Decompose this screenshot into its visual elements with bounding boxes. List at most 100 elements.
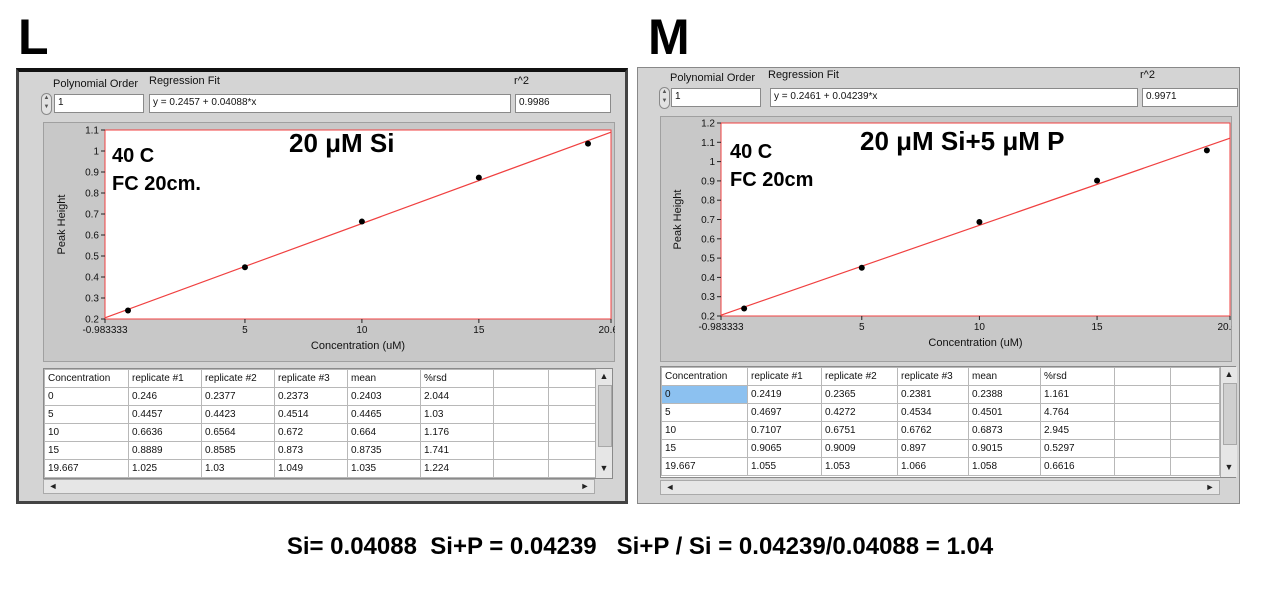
table-cell[interactable]	[493, 441, 549, 460]
table-cell[interactable]: 0.4465	[347, 405, 421, 424]
table-cell[interactable]: 0.2419	[747, 385, 822, 404]
table-cell[interactable]: 0.6762	[897, 421, 969, 440]
scroll-right-arrow-icon[interactable]: ►	[1205, 482, 1215, 492]
table-cell[interactable]: 5	[44, 405, 129, 424]
table-cell[interactable]: 0.7107	[747, 421, 822, 440]
table-cell[interactable]: 15	[661, 439, 748, 458]
table-row[interactable]: 0 0.246 0.2377 0.2373 0.2403 2.044	[44, 387, 597, 406]
table-cell[interactable]: 4.764	[1040, 403, 1115, 422]
scroll-thumb[interactable]	[598, 385, 612, 447]
table-horizontal-scrollbar[interactable]: ◄ ►	[660, 480, 1220, 495]
table-cell[interactable]	[548, 387, 597, 406]
table-cell[interactable]	[493, 423, 549, 442]
table-cell[interactable]	[548, 423, 597, 442]
table-cell[interactable]: 0.2403	[347, 387, 421, 406]
table-cell[interactable]: 1.03	[201, 459, 275, 478]
table-cell[interactable]	[493, 405, 549, 424]
table-cell[interactable]	[548, 441, 597, 460]
table-cell[interactable]: 1.161	[1040, 385, 1115, 404]
table-cell[interactable]	[493, 387, 549, 406]
table-horizontal-scrollbar[interactable]: ◄ ►	[43, 479, 595, 494]
column-header[interactable]: Concentration	[44, 369, 129, 388]
scroll-thumb[interactable]	[1223, 383, 1237, 445]
table-row[interactable]: 10 0.7107 0.6751 0.6762 0.6873 2.945	[661, 421, 1220, 440]
table-cell[interactable]: 0.4514	[274, 405, 348, 424]
table-cell[interactable]: 0.2373	[274, 387, 348, 406]
table-cell[interactable]: 0.6873	[968, 421, 1041, 440]
table-cell[interactable]: 0.6564	[201, 423, 275, 442]
table-cell[interactable]: 19.667	[661, 457, 748, 476]
table-cell[interactable]: 5	[661, 403, 748, 422]
table-cell[interactable]	[1170, 439, 1220, 458]
table-cell[interactable]: 0.8889	[128, 441, 202, 460]
table-cell[interactable]: 1.053	[821, 457, 898, 476]
column-header[interactable]: mean	[968, 367, 1041, 386]
column-header[interactable]	[1114, 367, 1171, 386]
table-cell[interactable]: 0.4272	[821, 403, 898, 422]
table-cell[interactable]: 1.058	[968, 457, 1041, 476]
table-cell[interactable]	[1170, 421, 1220, 440]
table-cell[interactable]: 10	[44, 423, 129, 442]
table-cell[interactable]: 0.2377	[201, 387, 275, 406]
table-cell[interactable]: 0.5297	[1040, 439, 1115, 458]
table-cell[interactable]: 1.066	[897, 457, 969, 476]
table-cell[interactable]: 2.044	[420, 387, 494, 406]
poly-order-spinner[interactable]: ▲ ▼	[41, 93, 52, 115]
column-header[interactable]: %rsd	[420, 369, 494, 388]
table-vertical-scrollbar[interactable]: ▲ ▼	[595, 369, 612, 478]
table-cell[interactable]: 0.4423	[201, 405, 275, 424]
poly-order-input[interactable]: 1	[54, 94, 144, 113]
column-header[interactable]: replicate #1	[128, 369, 202, 388]
table-row[interactable]: 5 0.4457 0.4423 0.4514 0.4465 1.03	[44, 405, 597, 424]
table-cell[interactable]: 0.8735	[347, 441, 421, 460]
table-cell[interactable]	[1170, 385, 1220, 404]
table-cell[interactable]	[548, 459, 597, 478]
table-cell[interactable]	[1114, 421, 1171, 440]
table-cell[interactable]	[493, 459, 549, 478]
table-row[interactable]: 15 0.8889 0.8585 0.873 0.8735 1.741	[44, 441, 597, 460]
table-cell[interactable]: 0.6616	[1040, 457, 1115, 476]
table-cell[interactable]: 0.4534	[897, 403, 969, 422]
table-cell[interactable]	[1170, 457, 1220, 476]
table-cell[interactable]: 0.4457	[128, 405, 202, 424]
table-vertical-scrollbar[interactable]: ▲ ▼	[1220, 367, 1237, 477]
table-cell[interactable]: 0.672	[274, 423, 348, 442]
table-row[interactable]: 10 0.6636 0.6564 0.672 0.664 1.176	[44, 423, 597, 442]
table-cell[interactable]: 1.049	[274, 459, 348, 478]
scroll-right-arrow-icon[interactable]: ►	[580, 481, 590, 491]
table-cell[interactable]: 1.176	[420, 423, 494, 442]
table-cell[interactable]: 0.664	[347, 423, 421, 442]
table-cell[interactable]: 0	[661, 385, 748, 404]
table-cell[interactable]	[1114, 403, 1171, 422]
column-header[interactable]: replicate #2	[201, 369, 275, 388]
table-cell[interactable]: 1.035	[347, 459, 421, 478]
column-header[interactable]: replicate #3	[274, 369, 348, 388]
table-cell[interactable]: 1.03	[420, 405, 494, 424]
column-header[interactable]	[548, 369, 597, 388]
table-cell[interactable]: 0.8585	[201, 441, 275, 460]
table-cell[interactable]	[1170, 403, 1220, 422]
column-header[interactable]	[1170, 367, 1220, 386]
column-header[interactable]: %rsd	[1040, 367, 1115, 386]
scroll-down-arrow-icon[interactable]: ▼	[599, 463, 609, 473]
table-cell[interactable]: 0.246	[128, 387, 202, 406]
table-row[interactable]: 0 0.2419 0.2365 0.2381 0.2388 1.161	[661, 385, 1220, 404]
scroll-down-arrow-icon[interactable]: ▼	[1224, 462, 1234, 472]
table-cell[interactable]: 0.2388	[968, 385, 1041, 404]
table-row[interactable]: 19.667 1.055 1.053 1.066 1.058 0.6616	[661, 457, 1220, 476]
table-cell[interactable]: 15	[44, 441, 129, 460]
scroll-left-arrow-icon[interactable]: ◄	[48, 481, 58, 491]
table-cell[interactable]: 1.025	[128, 459, 202, 478]
table-row[interactable]: 19.667 1.025 1.03 1.049 1.035 1.224	[44, 459, 597, 478]
poly-order-spinner[interactable]: ▲ ▼	[659, 87, 670, 109]
scroll-left-arrow-icon[interactable]: ◄	[665, 482, 675, 492]
column-header[interactable]	[493, 369, 549, 388]
column-header[interactable]: Concentration	[661, 367, 748, 386]
table-cell[interactable]: 1.055	[747, 457, 822, 476]
table-cell[interactable]: 0.9009	[821, 439, 898, 458]
table-cell[interactable]: 1.224	[420, 459, 494, 478]
table-cell[interactable]	[1114, 457, 1171, 476]
table-cell[interactable]: 2.945	[1040, 421, 1115, 440]
column-header[interactable]: replicate #3	[897, 367, 969, 386]
poly-order-input[interactable]: 1	[671, 88, 761, 107]
